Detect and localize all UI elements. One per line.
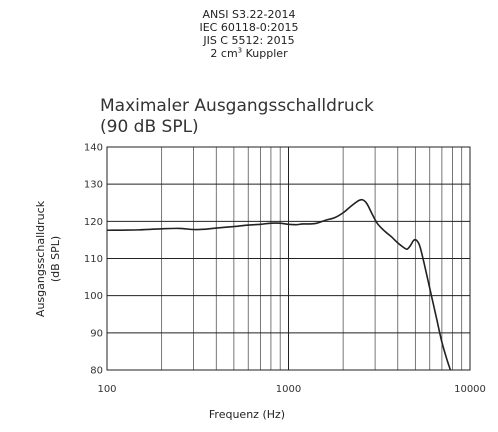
y-tick-label: 100: [84, 291, 103, 302]
chart-subtitle: (90 dB SPL): [100, 117, 199, 137]
y-tick-label: 140: [84, 143, 103, 154]
y-tick-label: 130: [84, 180, 103, 191]
standard-jis: JIS C 5512: 2015: [203, 34, 295, 47]
x-tick-label: 1000: [276, 384, 301, 395]
chart-title: Maximaler Ausgangsschalldruck: [100, 96, 374, 116]
y-axis-label-line1: Ausgangsschalldruck: [34, 200, 47, 317]
chart-grid: [107, 147, 470, 370]
x-axis-label: Frequenz (Hz): [209, 408, 285, 421]
x-tick-label: 100: [97, 384, 116, 395]
standard-iec: IEC 60118-0:2015: [199, 21, 299, 34]
y-tick-label: 90: [90, 328, 103, 339]
series-line: [106, 198, 452, 371]
coupler-superscript: 3: [237, 46, 243, 55]
coupler-label: 2 cm3 Kuppler: [0, 47, 498, 60]
y-axis-label-line2: (dB SPL): [49, 236, 62, 282]
axis-ticks: 140 130 120 110 100 90 80 100 1000 10000: [84, 143, 486, 396]
coupler-suffix: Kuppler: [242, 47, 288, 60]
x-tick-label: 10000: [454, 384, 486, 395]
y-tick-label: 80: [90, 366, 103, 377]
y-tick-label: 120: [84, 217, 103, 228]
standard-ansi: ANSI S3.22-2014: [202, 8, 296, 21]
y-tick-label: 110: [84, 254, 103, 265]
coupler-prefix: 2 cm: [210, 47, 238, 60]
plot-frame: [106, 146, 471, 371]
